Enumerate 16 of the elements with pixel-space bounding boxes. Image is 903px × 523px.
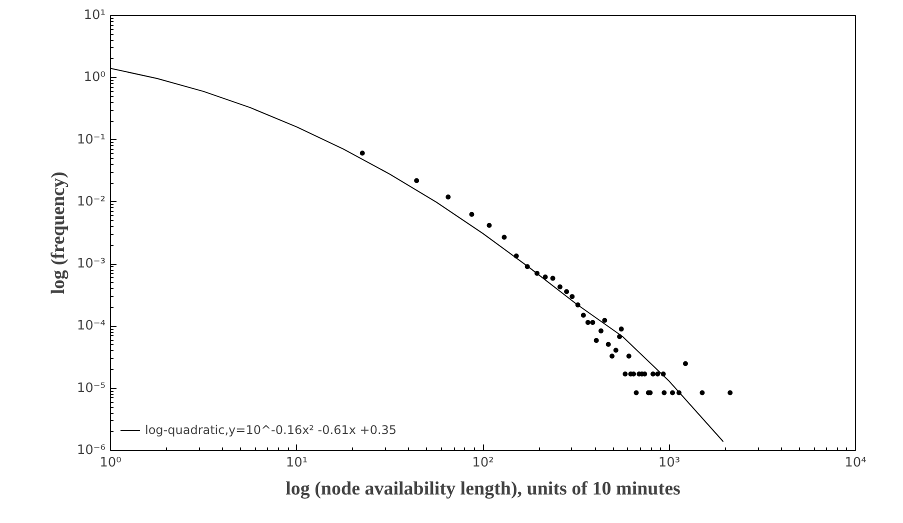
x-tick-label: 10³ [658,456,680,470]
x-tick-label: 10⁴ [844,456,866,470]
y-tick-label: 10⁻⁶ [76,443,106,458]
y-tick-label: 10⁻¹ [76,132,106,148]
x-tick-label: 10⁰ [100,456,122,470]
y-axis-title: log (frequency) [48,172,69,294]
y-tick-label: 10⁻⁵ [76,380,106,396]
legend-label: log-quadratic,y=10^-0.16x² -0.61x +0.35 [145,423,397,437]
x-tick-label: 10¹ [286,456,308,470]
y-tick-label: 10¹ [84,8,106,23]
y-tick-label: 10⁻³ [76,256,106,272]
y-tick-label: 10⁰ [84,70,106,86]
x-tick-label: 10² [472,456,494,470]
x-axis-title: log (node availability length), units of 10 minutes [286,478,680,500]
y-tick-label: 10⁻⁴ [76,318,106,334]
y-tick-label: 10⁻² [76,194,106,210]
